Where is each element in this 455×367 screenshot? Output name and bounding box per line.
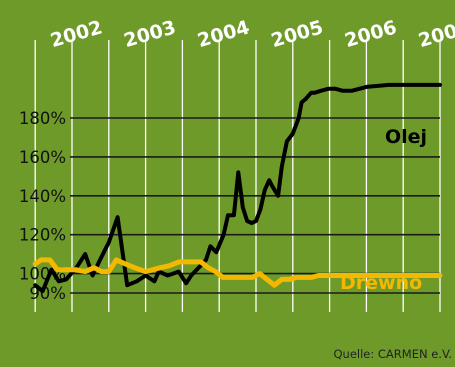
- series-lines: [32, 82, 443, 294]
- source-credit: Quelle: CARMEN e.V.: [333, 347, 452, 361]
- y-tick-label: 160%: [19, 148, 66, 167]
- y-tick-label: 180%: [19, 109, 66, 128]
- series-line-olej: [33, 82, 442, 294]
- series-label-olej: Olej: [385, 126, 427, 148]
- y-tick-label: 140%: [19, 187, 66, 206]
- y-tick-label: 120%: [19, 226, 66, 245]
- series-line-drewno: [32, 257, 443, 288]
- series-label-drewno: Drewno: [340, 272, 422, 294]
